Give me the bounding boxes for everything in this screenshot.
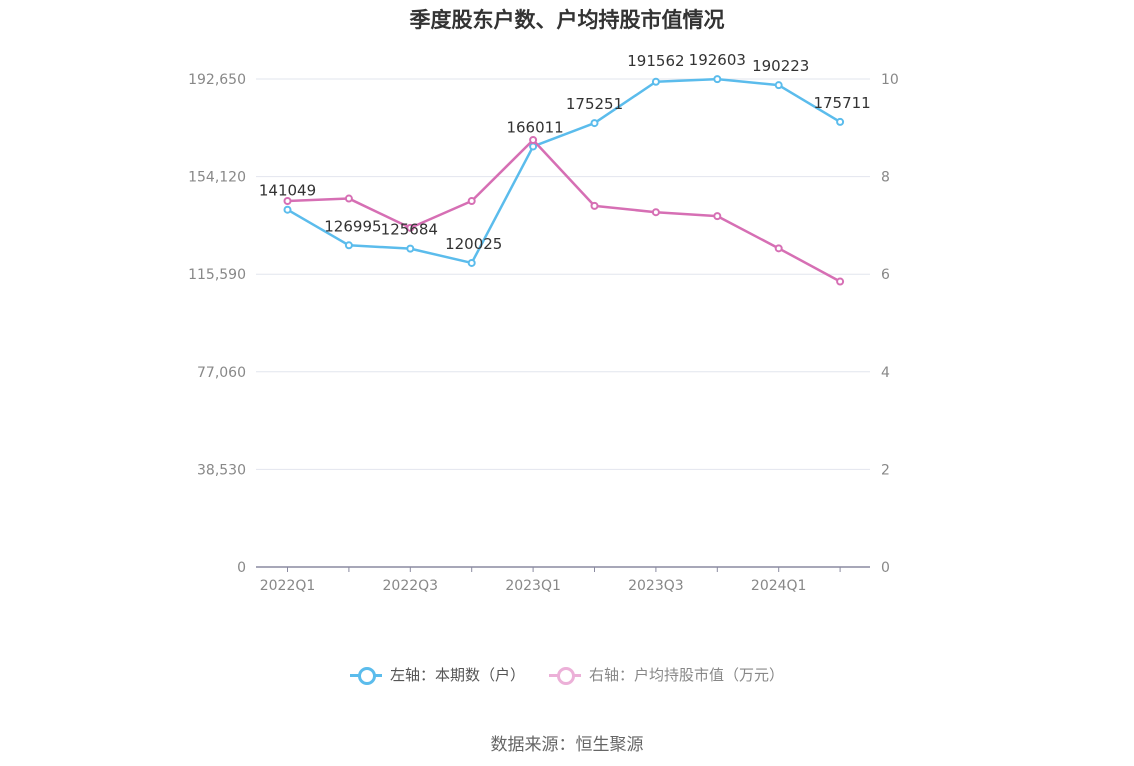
x-tick-label: 2022Q3: [383, 578, 439, 594]
left-y-tick-label: 77,060: [197, 365, 246, 381]
left-y-tick-label: 192,650: [188, 72, 246, 88]
market-value-point: [467, 197, 476, 205]
households-point: [529, 142, 538, 151]
households-point: [467, 258, 476, 267]
right-y-tick-label: 2: [881, 462, 890, 478]
data-source: 数据来源：恒生聚源: [490, 735, 644, 755]
legend-line-circle-icon: [549, 666, 581, 685]
legend-item-households[interactable]: 左轴：本期数（户）: [349, 664, 525, 685]
households-point: [590, 119, 599, 128]
x-tick-label: 2023Q3: [628, 578, 684, 594]
data-label: 175711: [813, 94, 870, 112]
right-y-tick-label: 0: [881, 560, 890, 576]
households-point: [344, 241, 353, 250]
market-value-point: [283, 197, 292, 205]
market-value-point: [406, 223, 415, 232]
x-tick-label: 2023Q1: [505, 578, 561, 594]
market-value-point: [529, 136, 538, 144]
market-value-point: [344, 194, 353, 203]
households-point: [283, 205, 292, 214]
left-y-axis: 0 38,530 77,060 115,590 154,120 192,650: [188, 72, 246, 576]
left-y-tick-label: 115,590: [188, 267, 246, 283]
x-tick-label: 2024Q1: [751, 578, 807, 594]
households-point: [651, 77, 660, 86]
legend-line-circle-icon: [349, 666, 382, 685]
left-y-tick-label: 0: [237, 560, 246, 576]
data-label: 175251: [566, 95, 623, 113]
series-layer: [283, 75, 845, 286]
chart-title: 季度股东户数、户均持股市值情况: [409, 8, 725, 32]
data-label: 166011: [506, 118, 563, 136]
market-value-point: [836, 277, 845, 286]
right-y-tick-label: 10: [881, 72, 899, 88]
households-point: [774, 81, 783, 90]
right-y-axis: 0 2 4 6 8 10: [881, 72, 899, 576]
data-label: 120025: [445, 235, 502, 253]
series-line-market-value: [287, 138, 841, 283]
data-label: 126995: [324, 217, 381, 235]
left-y-tick-label: 38,530: [197, 462, 246, 478]
data-label: 192603: [689, 51, 746, 69]
market-value-point: [774, 244, 783, 253]
households-point: [406, 244, 415, 253]
right-y-tick-label: 6: [881, 267, 890, 283]
x-tick-label: 2022Q1: [260, 578, 316, 594]
data-label: 141049: [259, 182, 316, 200]
data-label: 125684: [381, 221, 438, 239]
legend-label-market-value: 右轴：户均持股市值（万元）: [589, 666, 785, 684]
households-point: [713, 75, 722, 84]
households-point: [836, 117, 845, 126]
market-value-point: [651, 208, 660, 217]
market-value-point: [590, 201, 599, 210]
market-value-point: [713, 212, 722, 221]
grid-lines: [256, 78, 870, 470]
x-axis: 2022Q1 2022Q3 2023Q1 2023Q3 2024Q1: [256, 566, 870, 594]
right-y-tick-label: 8: [881, 170, 890, 186]
data-label: 190223: [752, 57, 809, 75]
series-line-households: [286, 77, 841, 265]
left-y-tick-label: 154,120: [188, 170, 246, 186]
right-y-tick-label: 4: [881, 365, 890, 381]
legend-item-market-value[interactable]: 右轴：户均持股市值（万元）: [549, 664, 784, 685]
data-label: 191562: [627, 52, 684, 70]
legend: 左轴：本期数（户） 右轴：户均持股市值（万元）: [0, 664, 1134, 685]
legend-label-households: 左轴：本期数（户）: [389, 666, 525, 684]
